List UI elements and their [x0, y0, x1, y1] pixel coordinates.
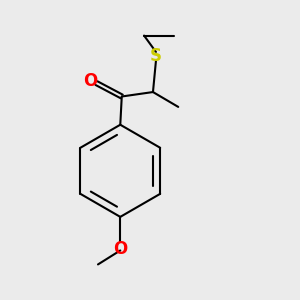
Text: S: S: [150, 47, 162, 65]
Text: O: O: [83, 72, 97, 90]
Text: O: O: [113, 240, 127, 258]
